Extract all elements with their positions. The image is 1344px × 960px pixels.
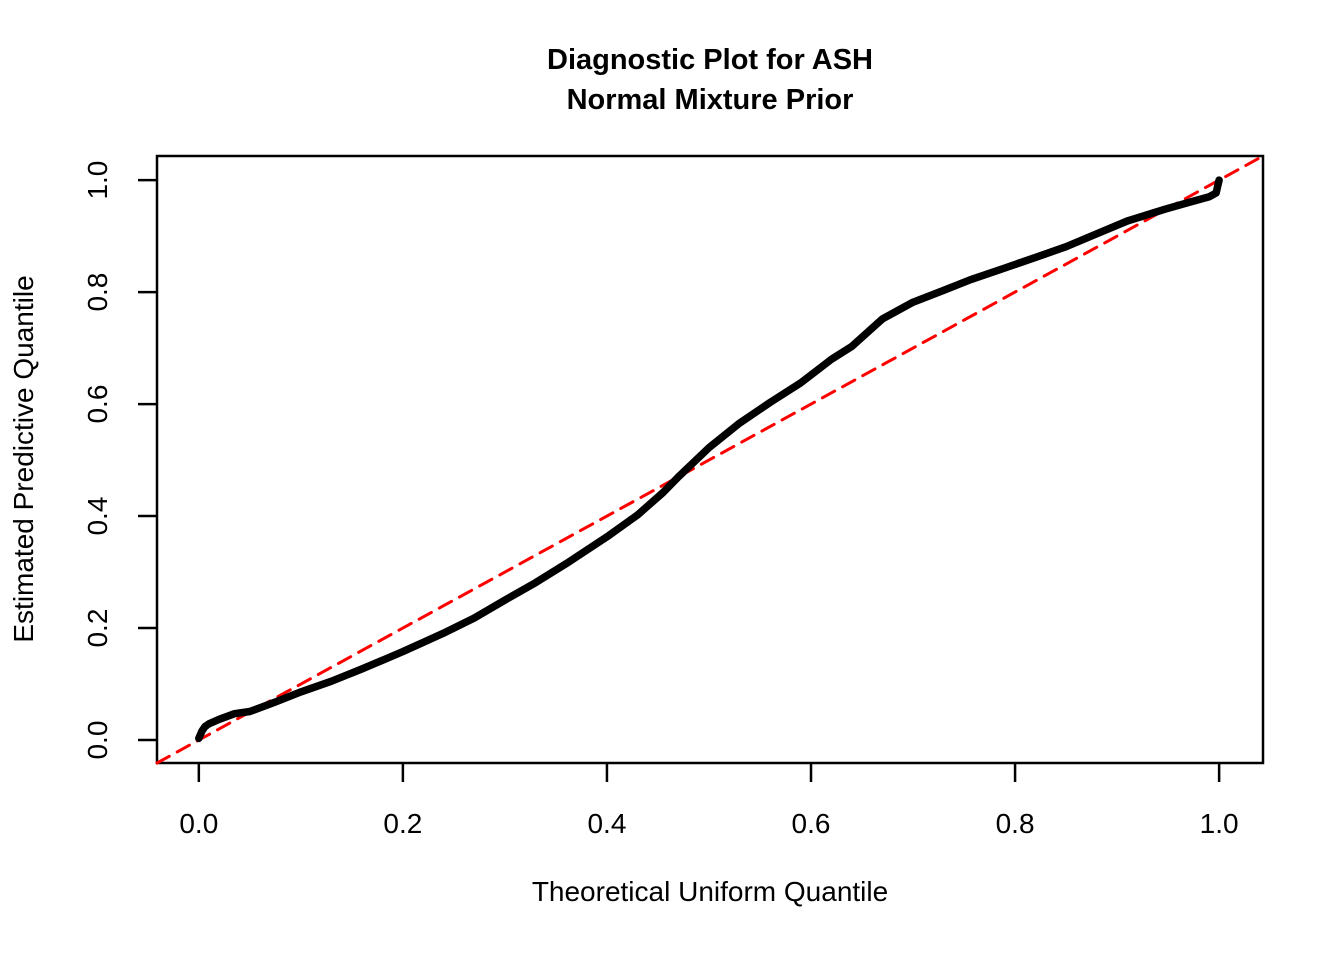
x-tick-label: 0.8 [996,808,1035,839]
y-tick-label: 0.6 [82,385,113,424]
y-tick-label: 1.0 [82,161,113,200]
chart-title-line2: Normal Mixture Prior [566,84,854,116]
y-tick-label: 0.2 [82,609,113,648]
plot-box [155,154,1265,765]
chart-title: Diagnostic Plot for ASH Normal Mixture P… [157,40,1263,120]
x-tick-label: 0.4 [587,808,626,839]
x-tick-label: 0.0 [179,808,218,839]
x-tick-label: 1.0 [1200,808,1239,839]
identity-reference-line [155,154,1265,765]
estimated-predictive-quantile-curve [195,176,1223,743]
chart-title-line1: Diagnostic Plot for ASH [547,44,873,76]
x-tick-label: 0.2 [383,808,422,839]
x-axis-title: Theoretical Uniform Quantile [531,876,889,907]
y-tick-label: 0.4 [82,497,113,536]
y-tick-label: 0.0 [82,721,113,760]
y-tick-label: 0.8 [82,273,113,312]
x-tick-label: 0.6 [792,808,831,839]
